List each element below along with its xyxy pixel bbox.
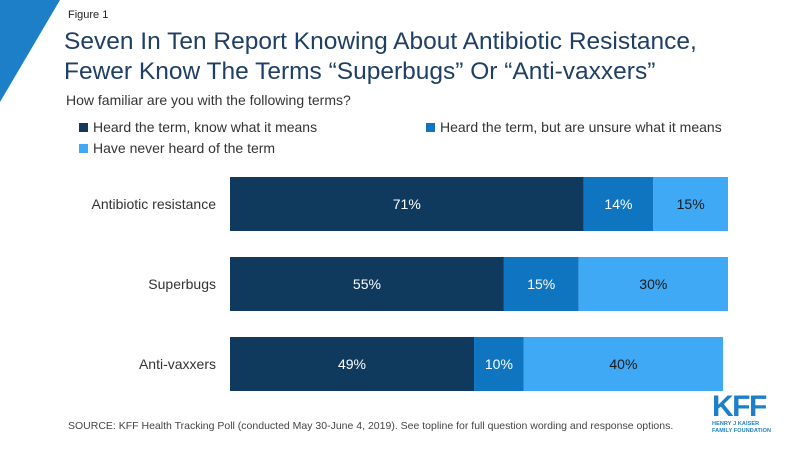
- logo-subtitle-line-2: FAMILY FOUNDATION: [712, 427, 772, 434]
- legend-label-never: Have never heard of the term: [93, 140, 276, 156]
- bar-anti-vaxxers-never: [523, 337, 724, 391]
- chart-title-line-1: Seven In Ten Report Knowing About Antibi…: [64, 28, 697, 55]
- chart-title-line-2: Fewer Know The Terms “Superbugs” Or “Ant…: [64, 58, 656, 85]
- bar-antibiotic-resistance-know: [230, 177, 584, 231]
- legend-label-unsure: Heard the term, but are unsure what it m…: [440, 119, 722, 135]
- chart-title: Seven In Ten Report Knowing About Antibi…: [64, 27, 764, 87]
- corner-accent-triangle: [0, 0, 60, 102]
- category-label-superbugs: Superbugs: [148, 276, 216, 292]
- category-label-anti-vaxxers: Anti-vaxxers: [139, 356, 216, 372]
- bar-anti-vaxxers-unsure: [474, 337, 524, 391]
- data-label-antibiotic-resistance-know: 71%: [393, 196, 421, 212]
- data-label-superbugs-know: 55%: [353, 276, 381, 292]
- bar-antibiotic-resistance-unsure: [583, 177, 654, 231]
- legend-swatch-never: [79, 143, 88, 153]
- source-note: SOURCE: KFF Health Tracking Poll (conduc…: [68, 420, 674, 432]
- legend-item-never: Have never heard of the term: [79, 140, 275, 156]
- logo-wordmark: KFF: [712, 390, 767, 423]
- legend-item-unsure: Heard the term, but are unsure what it m…: [426, 119, 722, 135]
- data-label-antibiotic-resistance-never: 15%: [677, 196, 705, 212]
- logo-subtitle-line-1: HENRY J KAISER: [712, 421, 760, 427]
- data-label-anti-vaxxers-never: 40%: [609, 356, 637, 372]
- bar-superbugs-never: [578, 257, 728, 311]
- data-label-anti-vaxxers-unsure: 10%: [485, 356, 513, 372]
- legend-label-know: Heard the term, know what it means: [93, 119, 318, 135]
- bar-anti-vaxxers-know: [230, 337, 475, 391]
- bar-antibiotic-resistance-never: [653, 177, 728, 231]
- figure-label: Figure 1: [68, 9, 109, 21]
- category-label-antibiotic-resistance: Antibiotic resistance: [91, 196, 216, 212]
- bar-superbugs-know: [230, 257, 504, 311]
- bar-superbugs-unsure: [503, 257, 579, 311]
- data-label-superbugs-never: 30%: [639, 276, 667, 292]
- data-label-anti-vaxxers-know: 49%: [338, 356, 366, 372]
- data-label-antibiotic-resistance-unsure: 14%: [604, 196, 632, 212]
- kff-logo: KFF HENRY J KAISER FAMILY FOUNDATION: [712, 390, 774, 434]
- data-label-superbugs-unsure: 15%: [527, 276, 555, 292]
- legend-swatch-know: [79, 122, 88, 132]
- legend-item-know: Heard the term, know what it means: [79, 119, 317, 135]
- legend-swatch-unsure: [426, 122, 435, 132]
- chart-subtitle: How familiar are you with the following …: [66, 92, 351, 108]
